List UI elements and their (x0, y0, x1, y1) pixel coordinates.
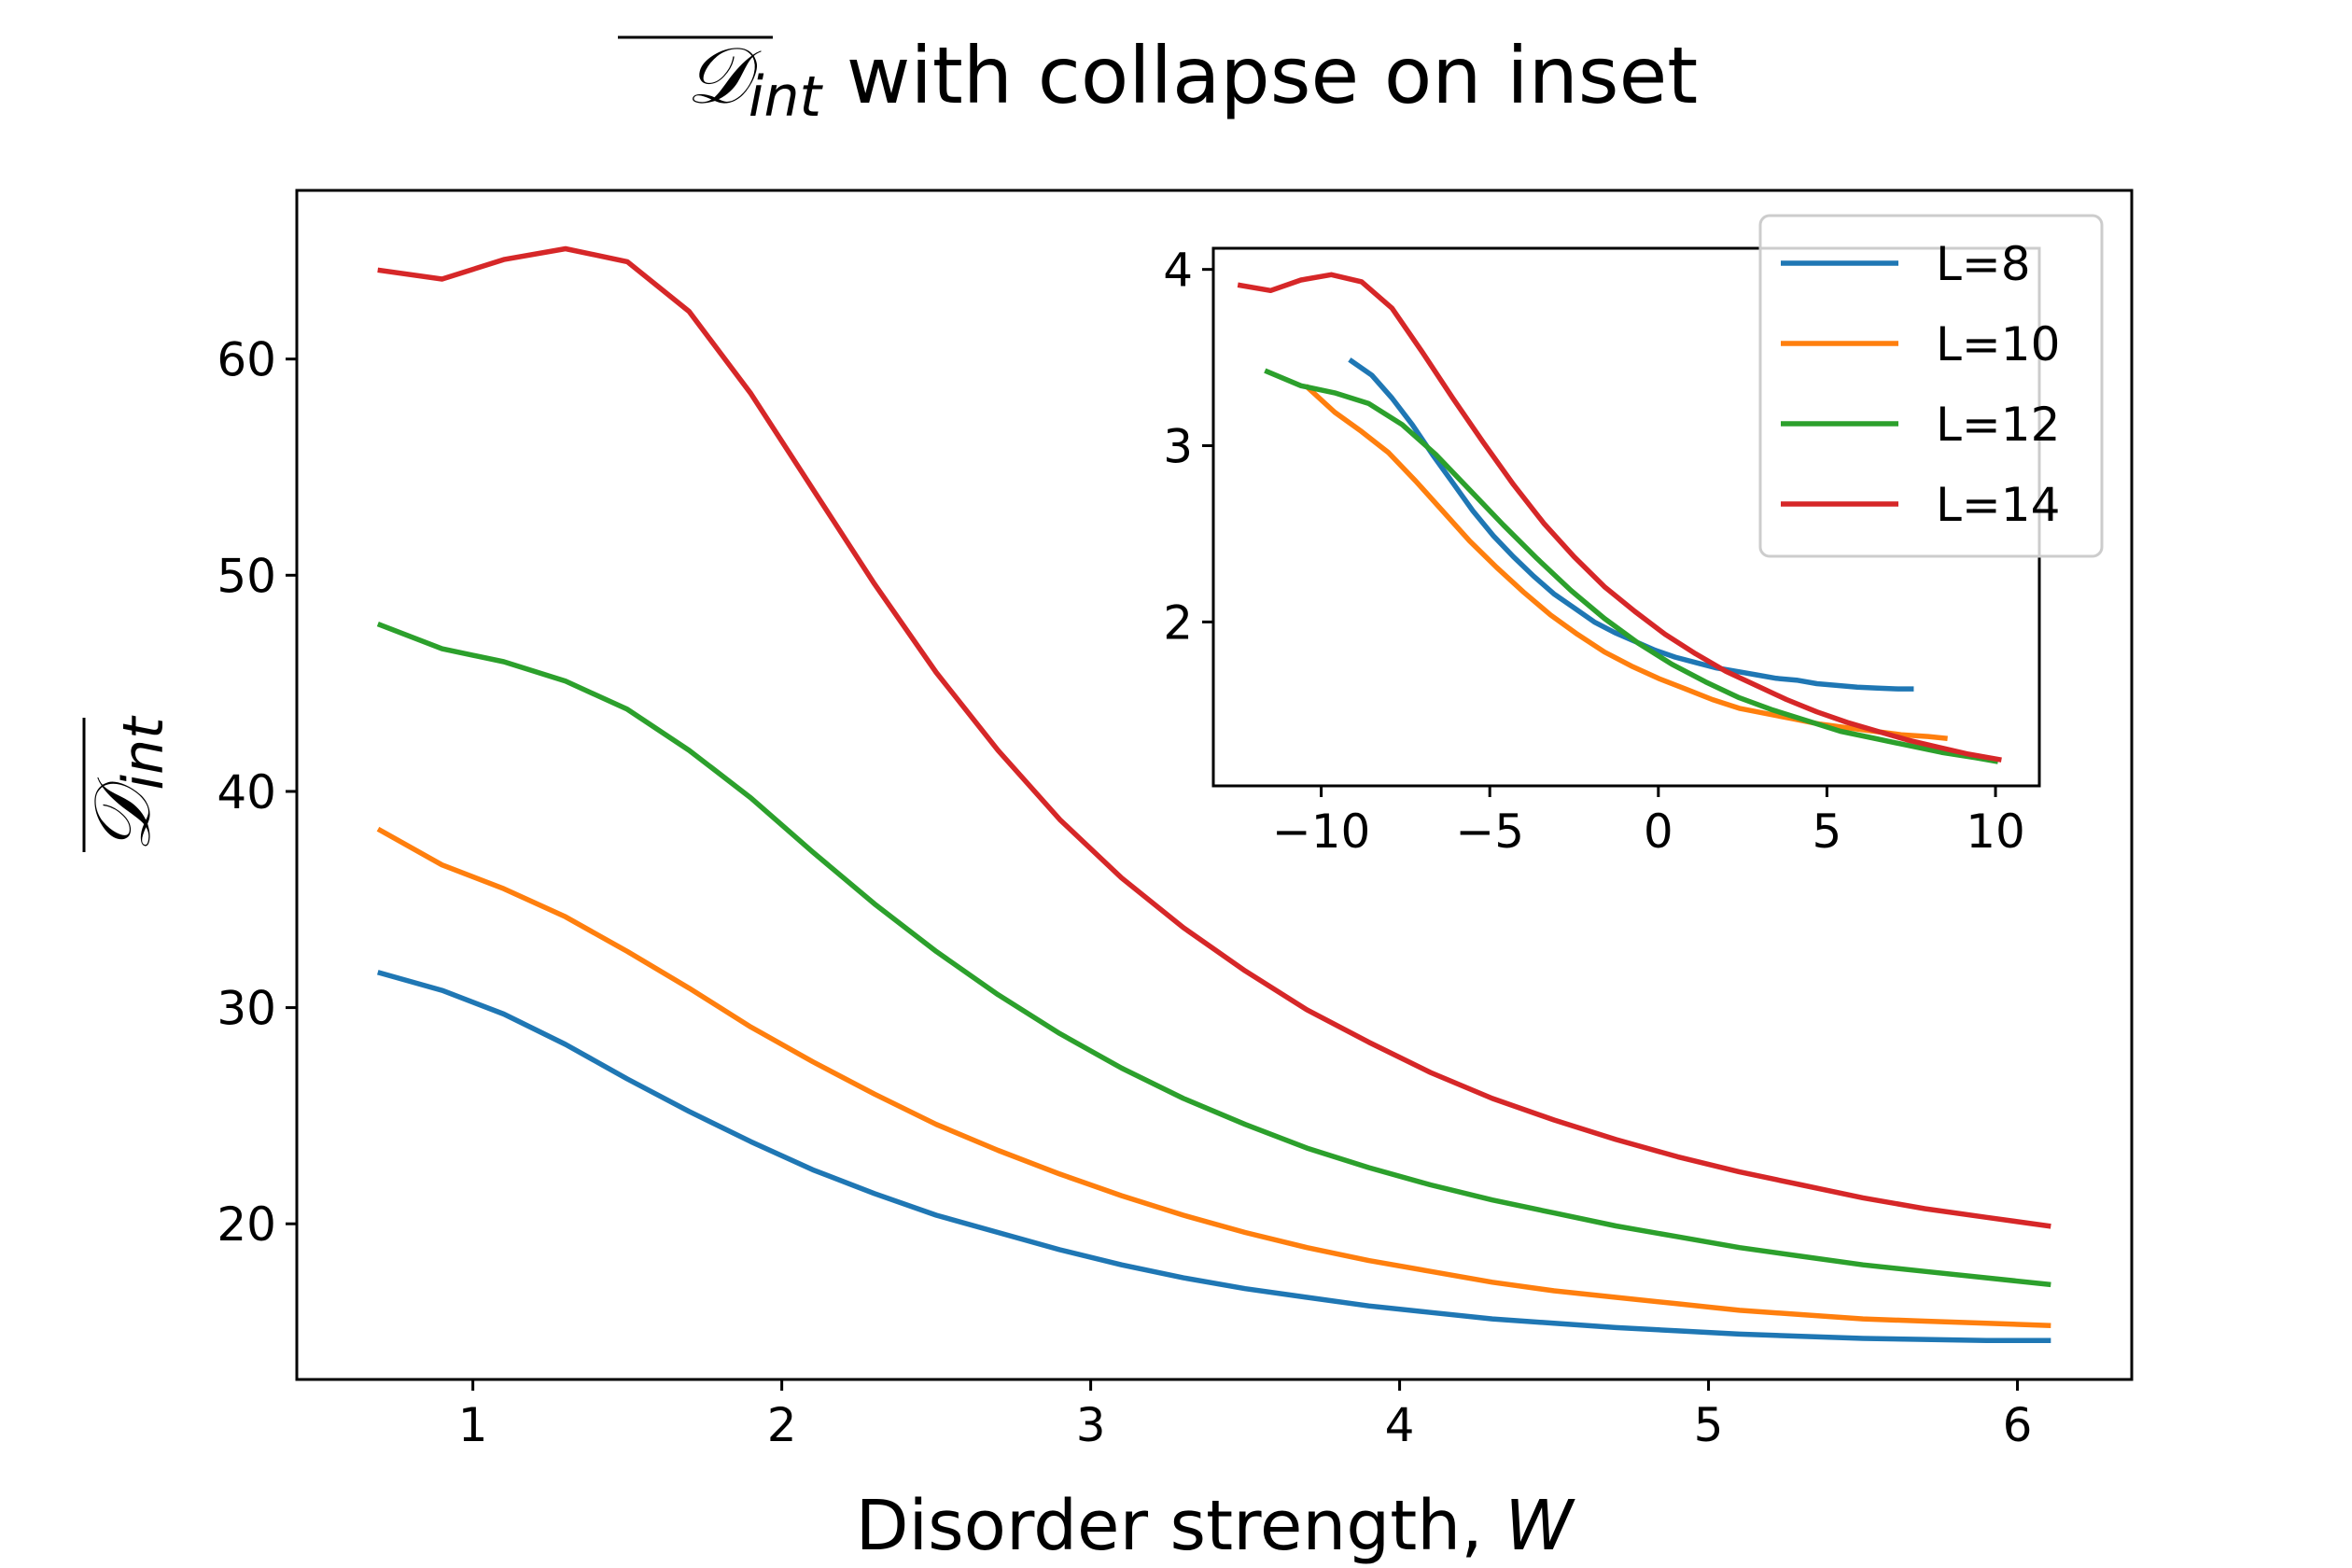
chart-title: 𝒟int with collapse on inset (618, 30, 1698, 130)
main-y-ticks: 20 30 40 50 60 (217, 333, 297, 1252)
series-line-l10 (376, 826, 2051, 1328)
y-axis-label: 𝒟int (77, 715, 176, 853)
series-line-l14 (377, 245, 2051, 1229)
legend-label: L=10 (1936, 317, 2060, 371)
svg-text:𝒟int: 𝒟int (77, 715, 176, 853)
inset-y-tick-label: 4 (1163, 244, 1193, 298)
main-y-tick-label: 20 (217, 1197, 276, 1252)
main-y-tick-label: 60 (217, 333, 276, 387)
inset-y-tick-label: 2 (1163, 595, 1193, 650)
x-axis-label: Disorder strength, W (856, 1486, 1576, 1566)
inset-x-tick-label: 10 (1966, 805, 2025, 859)
inset-x-tick-label: −10 (1272, 805, 1371, 859)
legend-label: L=14 (1936, 478, 2060, 532)
main-series-lines (376, 245, 2051, 1344)
legend: L=8 L=10 L=12 L=14 (1758, 214, 2104, 558)
inset-series-line-l14 (1237, 272, 2002, 763)
series-line-l8 (377, 970, 2051, 1344)
legend-box (1758, 214, 2104, 558)
series-line-l12 (376, 622, 2051, 1288)
inset-x-tick-label: 5 (1813, 805, 1842, 859)
inset-y-ticks: 2 3 4 (1163, 244, 1213, 650)
inset-series-line-l10 (1304, 384, 1948, 742)
inset-x-tick-label: −5 (1455, 805, 1524, 859)
inset-x-tick-label: 0 (1644, 805, 1673, 859)
main-x-tick-label: 5 (1694, 1398, 1724, 1452)
main-y-tick-label: 30 (217, 982, 276, 1036)
legend-label: L=12 (1936, 398, 2060, 452)
main-x-tick-label: 2 (767, 1398, 797, 1452)
inset-x-ticks: −10 −5 0 5 10 (1272, 786, 2025, 859)
inset-series-line-l12 (1264, 368, 1999, 764)
main-x-tick-label: 6 (2003, 1398, 2033, 1452)
inset-y-tick-label: 3 (1163, 420, 1193, 474)
title-subscript: int (749, 64, 824, 130)
main-x-ticks: 1 2 3 4 5 6 (458, 1379, 2033, 1452)
main-plot-frame (295, 189, 2134, 1381)
main-x-tick-label: 1 (458, 1398, 488, 1452)
main-x-tick-label: 3 (1076, 1398, 1106, 1452)
main-x-tick-label: 4 (1385, 1398, 1415, 1452)
title-text: with collapse on inset (821, 30, 1698, 121)
main-y-tick-label: 40 (217, 765, 276, 819)
inset-series-lines (1237, 272, 2002, 764)
legend-label: L=8 (1936, 237, 2031, 291)
svg-text:𝒟int with collapse on inset: 𝒟int with collapse on inset (686, 30, 1698, 130)
main-y-tick-label: 50 (217, 549, 276, 603)
